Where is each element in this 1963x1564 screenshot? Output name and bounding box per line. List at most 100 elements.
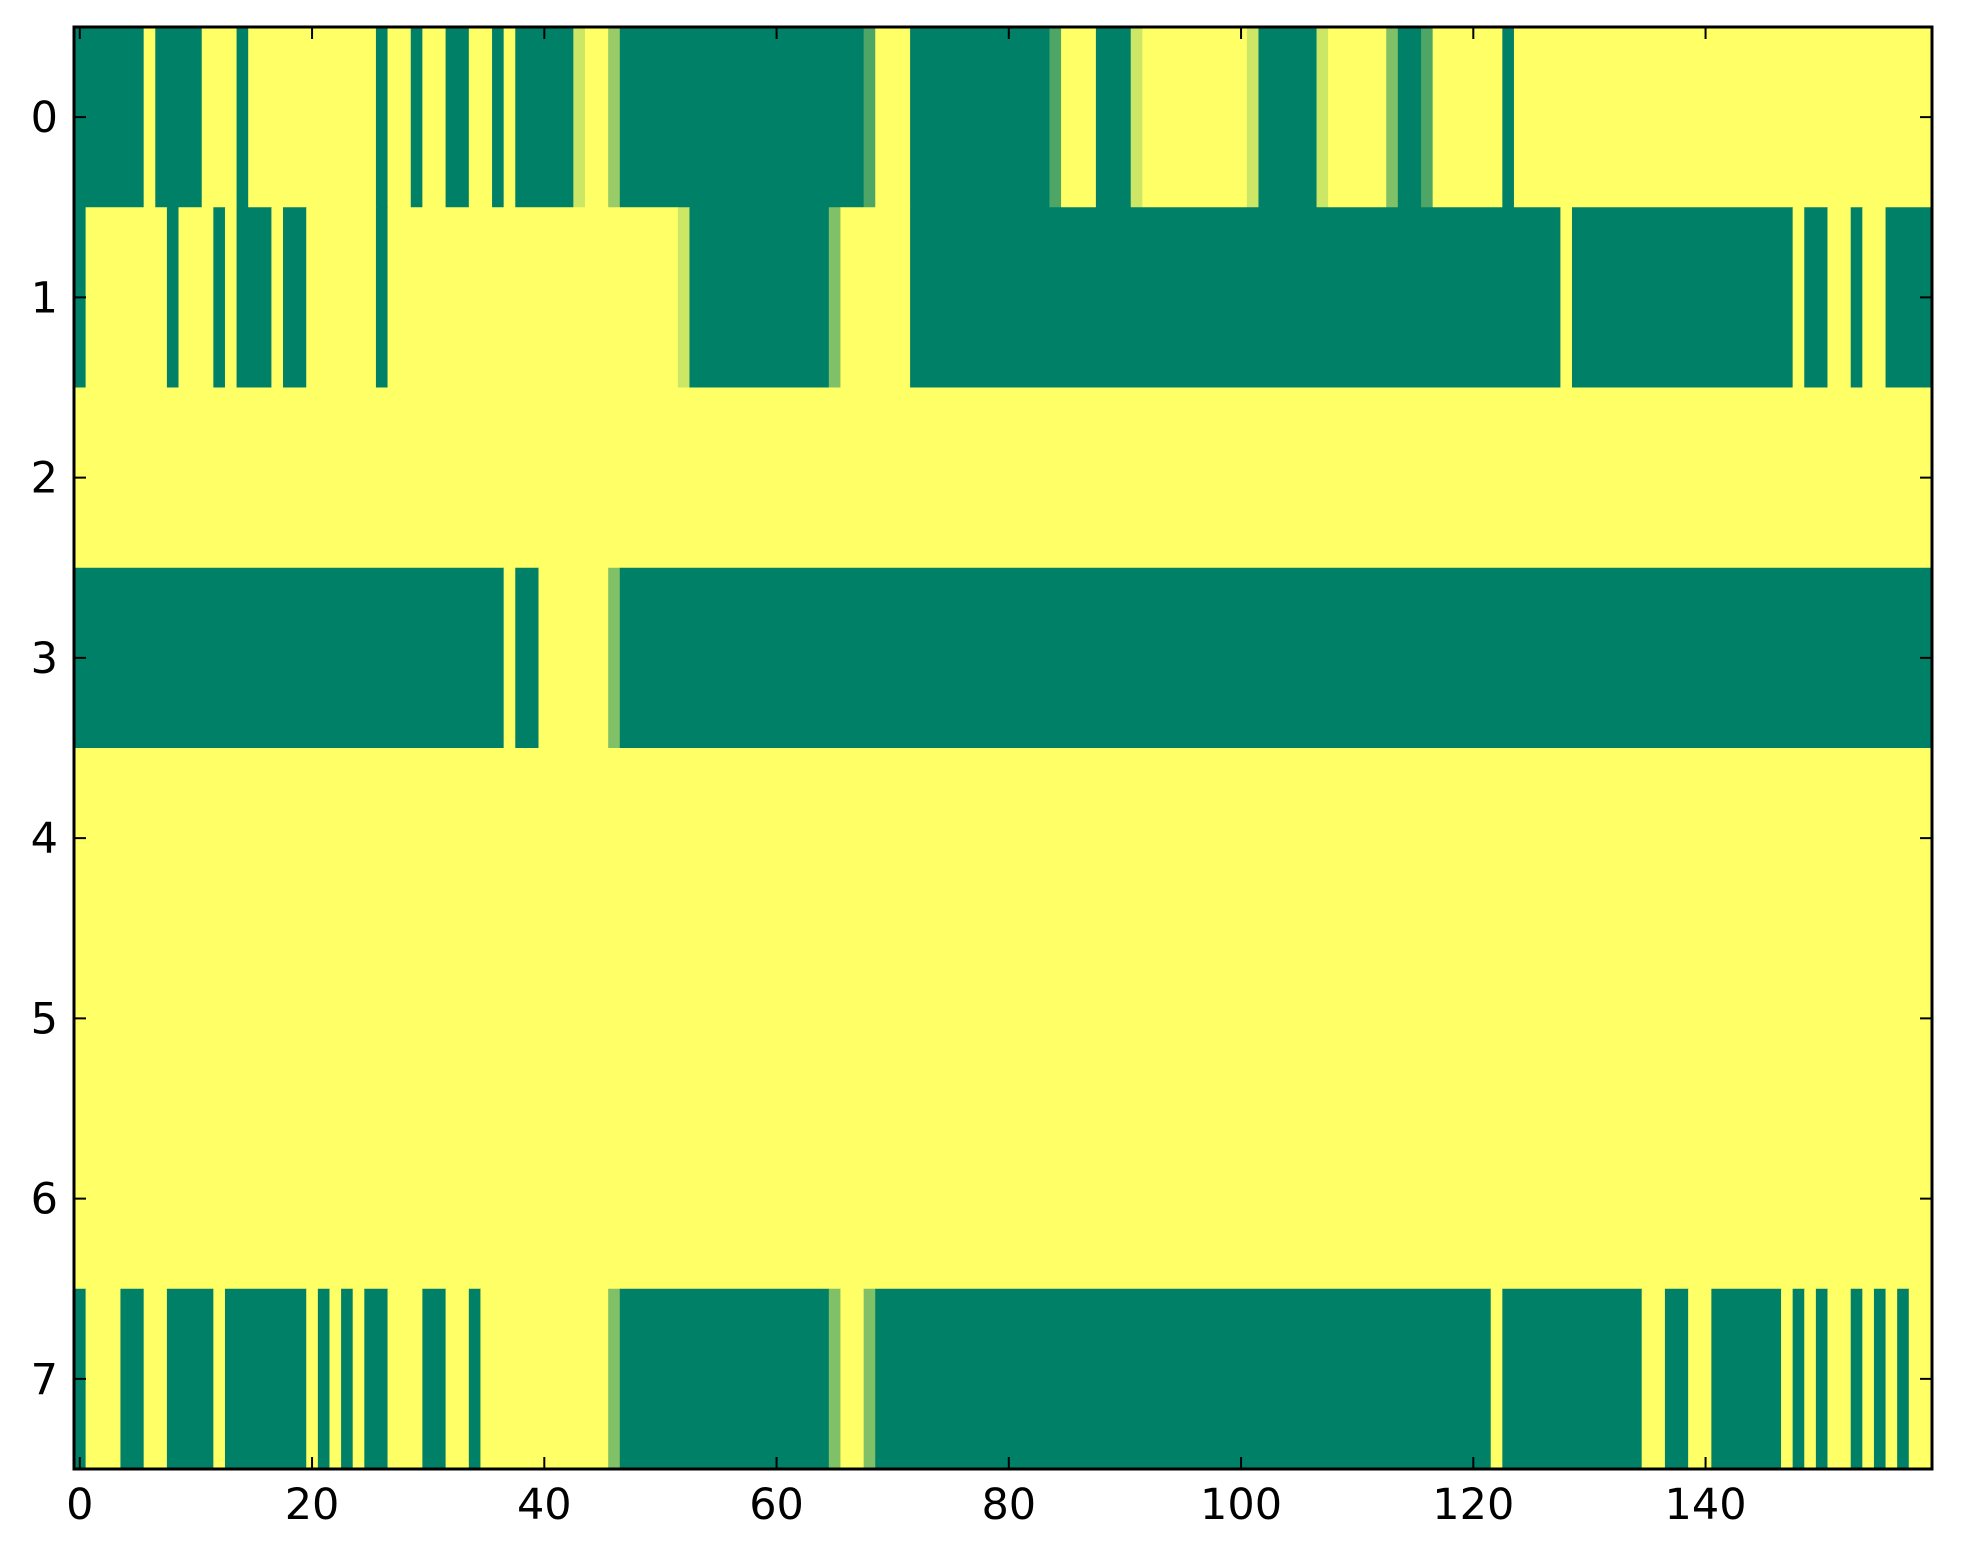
heatmap-cell-row-1-seg-7 (271, 207, 284, 389)
heatmap-cell-row-7-seg-12 (364, 1288, 389, 1470)
heatmap-cell-row-0-seg-22 (1049, 27, 1062, 208)
heatmap-cell-row-7-seg-9 (329, 1288, 342, 1470)
heatmap-cell-row-1-seg-16 (910, 207, 1561, 389)
heatmap-cell-row-7-seg-25 (1502, 1288, 1643, 1470)
heatmap-cell-row-7-seg-5 (213, 1288, 226, 1470)
heatmap-cell-row-7-seg-27 (1664, 1288, 1689, 1470)
heatmap-cell-row-7-seg-30 (1781, 1288, 1794, 1470)
heatmap-cell-row-7-seg-26 (1641, 1288, 1666, 1470)
heatmap-cell-row-1-seg-22 (1850, 207, 1863, 389)
heatmap-cell-row-1-seg-4 (213, 207, 226, 389)
heatmap-cell-row-0-seg-3 (201, 27, 238, 208)
heatmap-cell-row-7-seg-34 (1827, 1288, 1852, 1470)
heatmap-cell-row-7-seg-35 (1850, 1288, 1863, 1470)
heatmap-cell-row-7-seg-22 (863, 1288, 876, 1470)
heatmap-cell-row-0-seg-7 (387, 27, 412, 208)
heatmap-cell-row-0-seg-6 (375, 27, 389, 208)
heatmap-cell-row-7-seg-20 (828, 1288, 842, 1470)
heatmap-cell-row-0-seg-9 (422, 27, 447, 208)
heatmap-cell-row-0-seg-12 (492, 27, 505, 208)
heatmap-cell-row-7-seg-8 (317, 1288, 331, 1470)
heatmap-cells (74, 27, 1933, 1470)
heatmap-cell-row-0-seg-21 (910, 27, 1051, 208)
heatmap-cell-row-3-seg-4 (608, 567, 621, 749)
heatmap-cell-row-3-seg-1 (503, 567, 516, 749)
heatmap-cell-row-7-seg-6 (224, 1288, 307, 1470)
heatmap-cell-row-1-seg-18 (1572, 207, 1794, 389)
heatmap-cell-row-0-seg-14 (515, 27, 574, 208)
heatmap-cell-row-7-seg-13 (387, 1288, 423, 1470)
y-tick-label-3: 3 (31, 634, 58, 684)
heatmap-cell-row-1-seg-3 (178, 207, 214, 389)
heatmap-cell-row-0-seg-18 (619, 27, 865, 208)
heatmap-cell-row-0-seg-34 (1432, 27, 1503, 208)
heatmap-cell-row-7-seg-23 (875, 1288, 1492, 1470)
heatmap-cell-row-1-seg-13 (689, 207, 830, 389)
x-tick-label-140: 140 (1665, 1480, 1747, 1530)
heatmap-cell-row-7-seg-39 (1897, 1288, 1910, 1470)
heatmap-cell-row-7-seg-15 (445, 1288, 470, 1470)
heatmap-cell-row-0-seg-19 (863, 27, 876, 208)
heatmap-cell-row-7-seg-29 (1711, 1288, 1782, 1470)
y-tick-label-6: 6 (31, 1175, 58, 1225)
x-tick-label-40: 40 (517, 1480, 572, 1530)
heatmap-cell-row-7-seg-31 (1792, 1288, 1805, 1470)
heatmap-cell-row-1-seg-20 (1804, 207, 1829, 389)
heatmap-cell-row-0-seg-30 (1328, 27, 1387, 208)
heatmap-cell-row-7-seg-17 (480, 1288, 609, 1470)
heatmap-cell-row-1-seg-2 (166, 207, 180, 389)
heatmap-cell-row-0-seg-25 (1130, 27, 1143, 208)
heatmap-cell-row-5-seg-0 (74, 928, 1933, 1110)
heatmap-cell-row-1-seg-15 (840, 207, 911, 389)
heatmap-cell-row-0-seg-29 (1316, 27, 1329, 208)
heatmap-cell-row-3-seg-2 (515, 567, 540, 749)
heatmap-cell-row-0-seg-15 (573, 27, 586, 208)
heatmap-cell-row-7-seg-7 (306, 1288, 319, 1470)
heatmap-cell-row-7-seg-14 (422, 1288, 447, 1470)
heatmap-cell-row-7-seg-4 (166, 1288, 214, 1470)
heatmap-cell-row-0-seg-24 (1095, 27, 1132, 208)
heatmap-cell-row-0-seg-20 (875, 27, 911, 208)
heatmap-cell-row-3-seg-5 (619, 567, 1933, 749)
heatmap-cell-row-0-seg-4 (236, 27, 249, 208)
heatmap-cell-row-7-seg-24 (1490, 1288, 1503, 1470)
y-tick-label-2: 2 (31, 454, 58, 504)
heatmap-cell-row-1-seg-14 (828, 207, 842, 389)
y-tick-label-4: 4 (31, 814, 58, 864)
y-tick-labels: 0 1 2 3 4 5 6 7 (31, 93, 58, 1405)
heatmap-cell-row-1-seg-5 (224, 207, 238, 389)
heatmap-cell-row-1-seg-10 (375, 207, 389, 389)
y-tick-label-0: 0 (31, 93, 58, 143)
heatmap-cell-row-6-seg-0 (74, 1108, 1933, 1290)
x-tick-label-120: 120 (1432, 1480, 1514, 1530)
x-tick-label-80: 80 (981, 1480, 1036, 1530)
heatmap-cell-row-7-seg-37 (1873, 1288, 1887, 1470)
heatmap-cell-row-1-seg-19 (1792, 207, 1805, 389)
heatmap-cell-row-0-seg-13 (503, 27, 516, 208)
heatmap-cell-row-1-seg-9 (306, 207, 377, 389)
heatmap-cell-row-1-seg-23 (1862, 207, 1887, 389)
heatmap-cell-row-0-seg-23 (1061, 27, 1097, 208)
heatmap-cell-row-0-seg-33 (1421, 27, 1434, 208)
x-tick-label-100: 100 (1200, 1480, 1282, 1530)
x-tick-labels: 0 20 40 60 80 100 120 140 (66, 1480, 1746, 1530)
x-tick-label-20: 20 (285, 1480, 340, 1530)
heatmap-cell-row-7-seg-3 (143, 1288, 168, 1470)
heatmap-cell-row-1-seg-1 (85, 207, 168, 389)
heatmap-cell-row-4-seg-0 (74, 748, 1933, 929)
heatmap-cell-row-0-seg-16 (584, 27, 609, 208)
heatmap-cell-row-0-seg-31 (1386, 27, 1399, 208)
heatmap-cell-row-1-seg-17 (1560, 207, 1573, 389)
heatmap-cell-row-0-seg-11 (468, 27, 493, 208)
heatmap-cell-row-0-seg-8 (410, 27, 423, 208)
heatmap-cell-row-7-seg-21 (840, 1288, 865, 1470)
heatmap-cell-row-7-seg-16 (468, 1288, 482, 1470)
heatmap-cell-row-0-seg-17 (608, 27, 621, 208)
heatmap-cell-row-7-seg-28 (1688, 1288, 1712, 1470)
y-tick-label-1: 1 (31, 273, 58, 323)
x-tick-label-0: 0 (66, 1480, 93, 1530)
heatmap-cell-row-1-seg-21 (1827, 207, 1852, 389)
heatmap-cell-row-3-seg-0 (74, 567, 505, 749)
heatmap-cell-row-1-seg-12 (677, 207, 691, 389)
